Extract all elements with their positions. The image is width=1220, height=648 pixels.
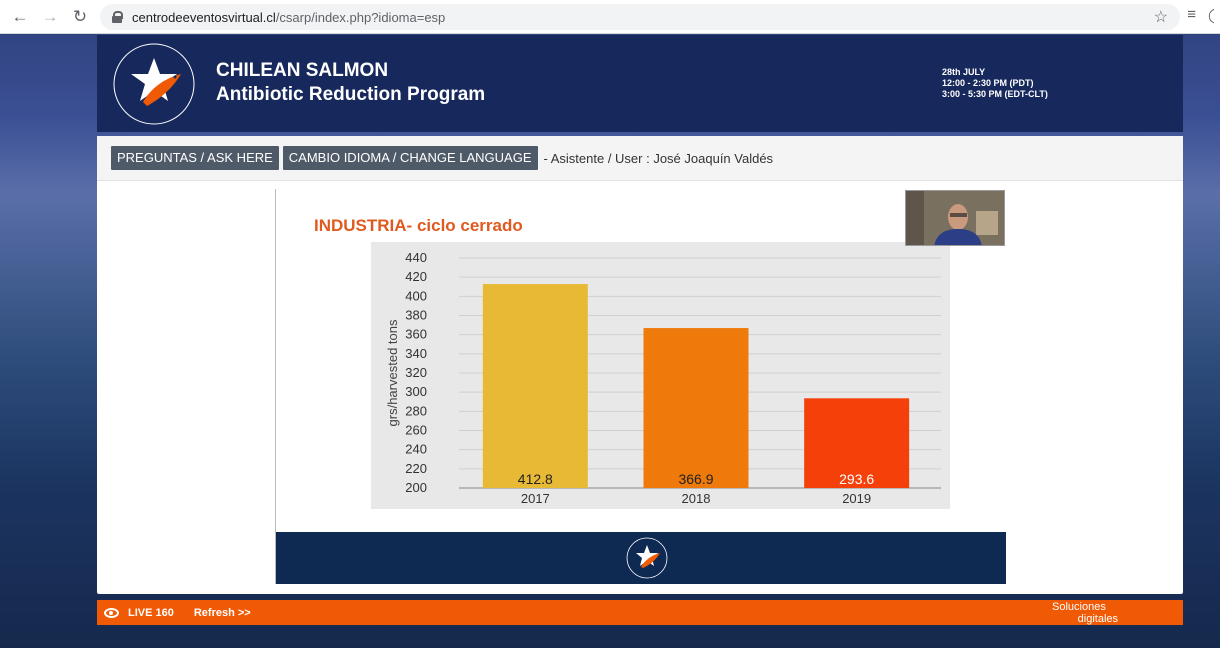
bar-value-label: 293.6 (839, 471, 874, 487)
browser-actions: ≡ ◯ (1187, 6, 1214, 24)
browser-toolbar: ← → ↻ centrodeeventosvirtual.cl/csarp/in… (0, 0, 1220, 34)
presenter-webcam (905, 190, 1005, 246)
brand-line-1: Soluciones (1052, 601, 1106, 613)
brand-subtitle: Antibiotic Reduction Program (216, 84, 486, 105)
reload-icon[interactable]: ↻ (72, 6, 88, 26)
back-icon[interactable]: ← (11, 6, 29, 26)
presentation-slide: INDUSTRIA- ciclo cerrado 440 420 400 380 360… (275, 189, 1006, 584)
bar-chart: 440 420 400 380 360 340 320 300 280 260 240 220 200 g… (385, 250, 941, 506)
x-tick-label: 2017 (521, 491, 550, 506)
y-tick-label: 280 (405, 403, 427, 418)
attendee-info: - Asistente / User : José Joaquín Valdés (543, 150, 774, 166)
y-tick-label: 340 (405, 346, 427, 361)
url-host: centrodeeventosvirtual.cl (132, 9, 276, 25)
forward-icon[interactable]: → (41, 6, 59, 26)
slide-footer (276, 532, 1006, 584)
y-tick-label: 320 (405, 365, 427, 380)
bar (482, 284, 588, 488)
y-axis-label: grs/harvested tons (385, 319, 400, 426)
main-panel: PREGUNTAS / ASK HERE CAMBIO IDIOMA / CHA… (97, 136, 1183, 594)
x-tick-label: 2018 (682, 491, 711, 506)
y-tick-label: 440 (405, 250, 427, 265)
refresh-link[interactable]: Refresh >> (193, 606, 251, 619)
address-bar[interactable]: centrodeeventosvirtual.cl/csarp/index.ph… (100, 4, 1180, 30)
brand-title: CHILEAN SALMON (216, 60, 389, 81)
chilean-salmon-logo (113, 43, 195, 125)
y-tick-label: 260 (405, 423, 427, 438)
y-tick-label: 300 (405, 384, 427, 399)
y-tick-label: 380 (405, 308, 427, 323)
chart-area: 440 420 400 380 360 340 320 300 280 260 240 220 200 g… (371, 242, 950, 509)
y-tick-label: 200 (405, 480, 427, 495)
live-viewers-count: LIVE 160 (128, 606, 174, 619)
bar-value-label: 412.8 (518, 471, 553, 487)
url-text[interactable]: centrodeeventosvirtual.cl/csarp/index.ph… (132, 10, 445, 25)
event-date: 28th JULY (942, 67, 986, 77)
presenter-video (906, 191, 1004, 245)
y-tick-label: 400 (405, 288, 427, 303)
profile-icon[interactable]: ◯ (1208, 6, 1214, 24)
reading-list-icon[interactable]: ≡ (1187, 6, 1196, 23)
slide-title: INDUSTRIA- ciclo cerrado (314, 216, 523, 235)
soluciones-digitales-brand: Soluciones digitales (1052, 601, 1118, 625)
event-time-edt: 3:00 - 5:30 PM (EDT-CLT) (942, 89, 1048, 99)
eye-icon (104, 607, 119, 618)
site-header: CHILEAN SALMON Antibiotic Reduction Prog… (97, 35, 1183, 132)
brand-line-2: digitales (1077, 613, 1118, 625)
action-toolbar: PREGUNTAS / ASK HERE CAMBIO IDIOMA / CHA… (97, 136, 1183, 181)
bar (643, 328, 749, 488)
x-tick-label: 2019 (842, 491, 871, 506)
url-path: /csarp/index.php?idioma=esp (275, 9, 446, 25)
status-bar: LIVE 160 Refresh >> Soluciones digitales (97, 600, 1183, 625)
ask-question-button[interactable]: PREGUNTAS / ASK HERE (111, 146, 279, 170)
change-language-button[interactable]: CAMBIO IDIOMA / CHANGE LANGUAGE (282, 146, 538, 170)
y-tick-label: 220 (405, 461, 427, 476)
bar-value-label: 366.9 (678, 471, 713, 487)
y-tick-label: 360 (405, 327, 427, 342)
bar (804, 398, 910, 488)
star-icon[interactable]: ☆ (1153, 9, 1168, 26)
event-schedule: 28th JULY 12:00 - 2:30 PM (PDT) 3:00 - 5… (942, 67, 1048, 100)
lock-icon[interactable] (112, 11, 123, 23)
y-tick-label: 240 (405, 442, 427, 457)
event-time-pdt: 12:00 - 2:30 PM (PDT) (942, 78, 1034, 88)
footer-logo (626, 537, 668, 579)
y-tick-label: 420 (405, 269, 427, 284)
